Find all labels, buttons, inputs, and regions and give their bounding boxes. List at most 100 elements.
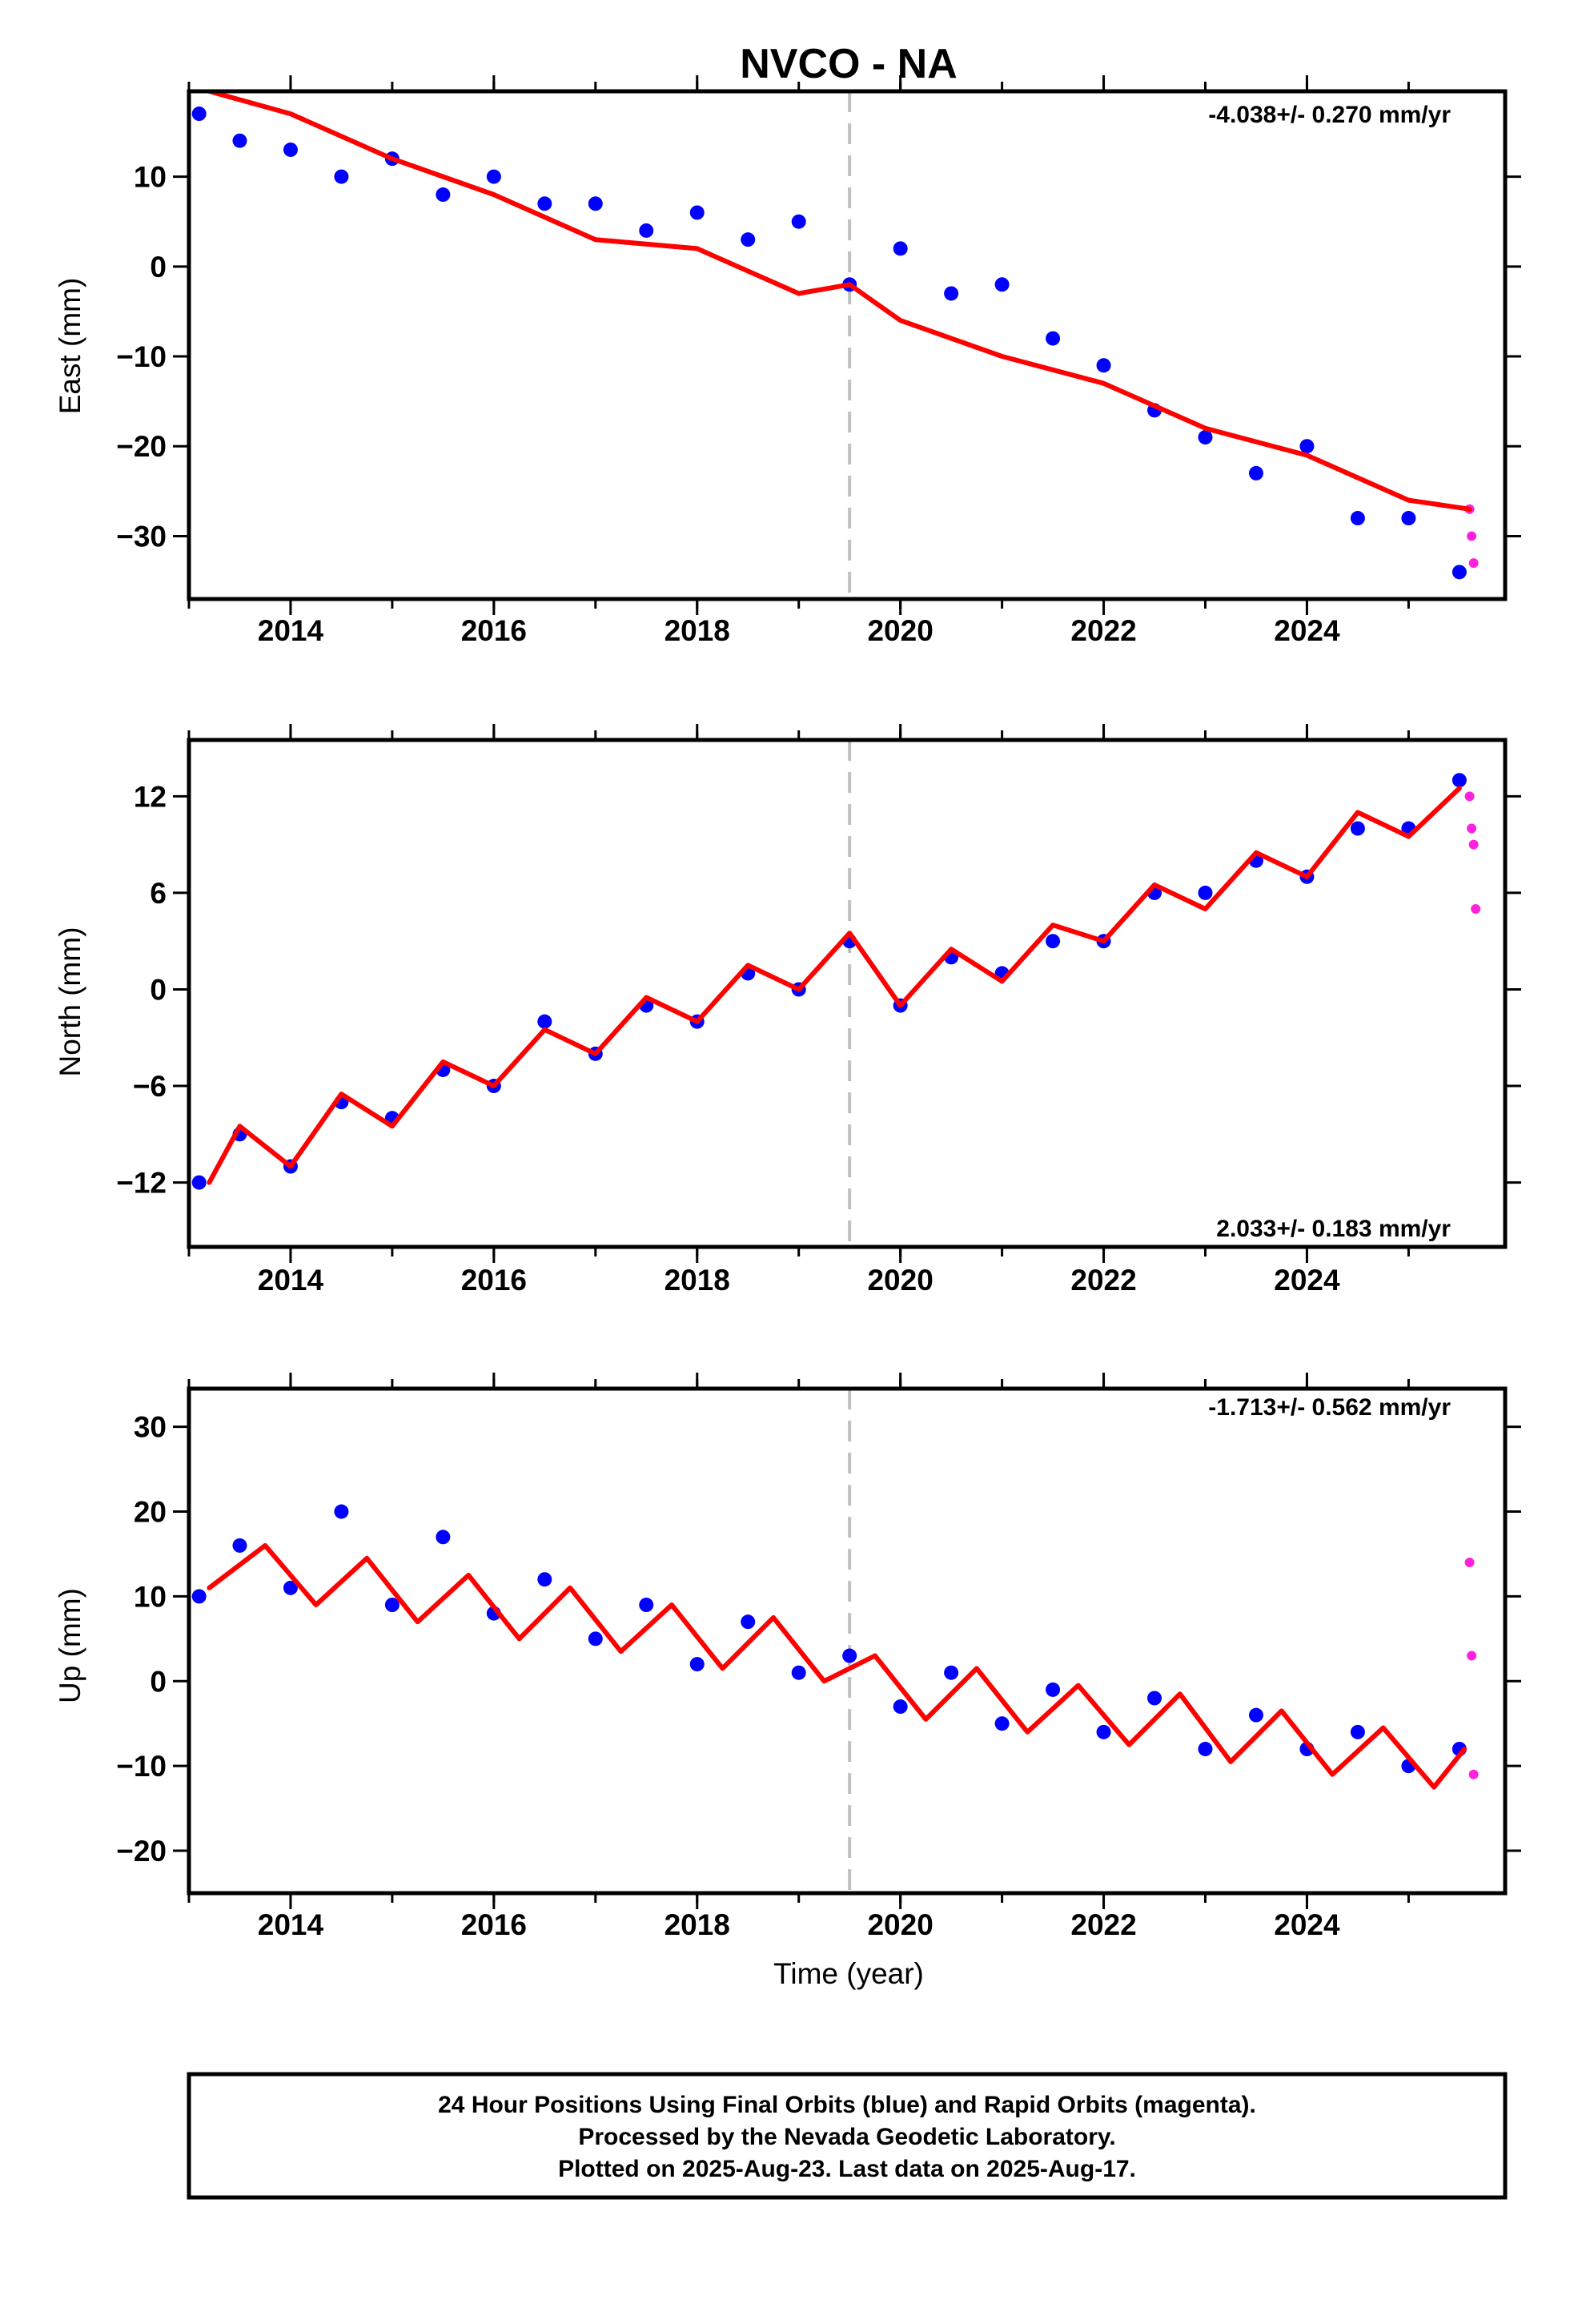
up-final-orbit-point bbox=[842, 1648, 857, 1663]
up-data-layer bbox=[191, 1389, 1479, 1893]
up-final-orbit-point bbox=[1147, 1691, 1162, 1706]
east-final-orbit-point bbox=[486, 169, 501, 184]
up-final-orbit-point bbox=[232, 1538, 247, 1553]
east-final-orbit-point bbox=[232, 133, 247, 148]
up-rate-label: -1.713+/- 0.562 mm/yr bbox=[1208, 1394, 1451, 1421]
up-rapid-orbit-point bbox=[1468, 1769, 1479, 1779]
east-y-axis-label: East (mm) bbox=[54, 278, 86, 415]
east-y-tick-label: 10 bbox=[134, 161, 167, 194]
up-final-orbit-point bbox=[384, 1598, 400, 1612]
up-final-orbit-point bbox=[588, 1631, 603, 1647]
east-final-orbit-point bbox=[191, 107, 207, 122]
up-y-tick-label: 0 bbox=[150, 1665, 167, 1698]
up-plot-area: 2014 2016 2018 2020 2022 2024 30 20 10 0 −10 −20 bbox=[116, 1373, 1521, 1941]
up-y-axis-label: Up (mm) bbox=[54, 1588, 86, 1703]
east-x-tick-label: 2022 bbox=[1070, 614, 1136, 647]
north-final-orbit-point bbox=[1046, 934, 1061, 949]
north-final-orbit-point bbox=[537, 1014, 552, 1029]
east-final-orbit-point bbox=[588, 196, 603, 211]
north-final-orbit-point bbox=[1350, 821, 1365, 836]
north-rapid-orbit-point bbox=[1467, 823, 1477, 834]
east-model-fit-line bbox=[207, 91, 1472, 512]
up-y-tick-label: 10 bbox=[134, 1580, 167, 1613]
east-x-tick-label: 2020 bbox=[867, 614, 933, 647]
east-final-orbit-point bbox=[1401, 511, 1416, 526]
north-rate-label: 2.033+/- 0.183 mm/yr bbox=[1216, 1216, 1451, 1242]
north-rapid-orbit-point bbox=[1464, 791, 1475, 802]
up-final-orbit-point bbox=[334, 1504, 349, 1519]
east-final-orbit-point bbox=[689, 205, 705, 220]
up-final-orbit-point bbox=[1046, 1682, 1061, 1697]
east-panel: 2014 2016 2018 2020 2022 2024 10 0 −10 −20 −30 -4.… bbox=[54, 75, 1521, 647]
east-final-orbit-point bbox=[1452, 565, 1467, 580]
north-data-layer bbox=[191, 740, 1481, 1247]
up-final-orbit-point bbox=[944, 1665, 959, 1680]
north-y-tick-label: 12 bbox=[134, 780, 167, 813]
east-x-tick-label: 2018 bbox=[665, 614, 730, 647]
up-x-axis-label: Time (year) bbox=[773, 1957, 924, 1990]
up-plot-frame bbox=[187, 1386, 1508, 1896]
east-final-orbit-point bbox=[741, 232, 756, 247]
up-rapid-orbit-point bbox=[1464, 1558, 1475, 1568]
east-x-tick-label: 2024 bbox=[1274, 614, 1340, 647]
north-plot-area: 2014 2016 2018 2020 2022 2024 12 6 0 −6 −12 bbox=[116, 724, 1521, 1297]
north-final-orbit-point bbox=[1198, 885, 1213, 900]
north-x-tick-label: 2016 bbox=[461, 1264, 527, 1297]
up-x-tick-label: 2014 bbox=[258, 1908, 324, 1941]
up-final-orbit-point bbox=[1248, 1707, 1263, 1723]
east-x-tick-label: 2014 bbox=[258, 614, 324, 647]
up-x-tick-label: 2022 bbox=[1070, 1908, 1136, 1941]
north-rapid-orbit-point bbox=[1468, 839, 1479, 850]
north-x-tick-label: 2022 bbox=[1070, 1264, 1136, 1297]
up-final-orbit-point bbox=[791, 1665, 806, 1680]
east-rapid-orbit-point bbox=[1467, 531, 1477, 541]
up-rapid-orbit-point bbox=[1467, 1651, 1477, 1661]
up-final-orbit-point bbox=[639, 1598, 654, 1612]
up-panel: 2014 2016 2018 2020 2022 2024 30 20 10 0 −10 −20 -1… bbox=[54, 1373, 1521, 1990]
north-y-tick-label: −12 bbox=[116, 1167, 167, 1200]
north-x-tick-label: 2020 bbox=[867, 1264, 933, 1297]
north-x-tick-label: 2018 bbox=[665, 1264, 730, 1297]
east-final-orbit-point bbox=[1096, 358, 1111, 373]
east-final-orbit-point bbox=[537, 196, 552, 211]
east-final-orbit-point bbox=[1046, 331, 1061, 346]
up-final-orbit-point bbox=[994, 1716, 1010, 1731]
east-x-tick-label: 2016 bbox=[461, 614, 527, 647]
east-y-tick-label: −30 bbox=[116, 520, 167, 553]
up-model-fit-line bbox=[207, 1542, 1468, 1790]
up-final-orbit-point bbox=[893, 1699, 908, 1715]
east-final-orbit-point bbox=[639, 223, 654, 238]
up-x-tick-label: 2020 bbox=[867, 1908, 933, 1941]
north-y-tick-label: −6 bbox=[133, 1070, 167, 1103]
east-data-layer bbox=[191, 91, 1479, 599]
up-final-orbit-point bbox=[1096, 1724, 1111, 1739]
up-x-tick-label: 2018 bbox=[665, 1908, 730, 1941]
east-final-orbit-point bbox=[1350, 511, 1365, 526]
up-final-orbit-point bbox=[1198, 1742, 1213, 1756]
east-final-orbit-point bbox=[1248, 465, 1263, 480]
up-final-orbit-point bbox=[1350, 1724, 1365, 1739]
north-model-fit-line bbox=[207, 786, 1462, 1185]
east-final-orbit-point bbox=[893, 241, 908, 256]
east-plot-frame bbox=[187, 89, 1508, 601]
up-x-tick-label: 2016 bbox=[461, 1908, 527, 1941]
north-x-tick-label: 2024 bbox=[1274, 1264, 1340, 1297]
east-final-orbit-point bbox=[791, 214, 806, 229]
up-final-orbit-point bbox=[741, 1614, 756, 1630]
north-plot-frame bbox=[187, 738, 1508, 1249]
caption-line-1: 24 Hour Positions Using Final Orbits (bl… bbox=[438, 2092, 1256, 2118]
east-rapid-orbit-point bbox=[1468, 558, 1479, 569]
up-y-tick-label: −10 bbox=[116, 1750, 167, 1783]
caption-box: 24 Hour Positions Using Final Orbits (bl… bbox=[187, 2072, 1508, 2200]
east-y-tick-label: 0 bbox=[150, 251, 167, 283]
east-final-orbit-point bbox=[1299, 439, 1315, 454]
east-rate-label: -4.038+/- 0.270 mm/yr bbox=[1208, 102, 1451, 128]
up-y-tick-label: 30 bbox=[134, 1411, 167, 1444]
north-x-tick-label: 2014 bbox=[258, 1264, 324, 1297]
east-final-orbit-point bbox=[944, 286, 959, 301]
figure-title: NVCO - NA bbox=[740, 41, 958, 87]
east-final-orbit-point bbox=[1198, 430, 1213, 445]
north-final-orbit-point bbox=[191, 1175, 207, 1190]
north-rapid-orbit-point bbox=[1471, 904, 1481, 914]
